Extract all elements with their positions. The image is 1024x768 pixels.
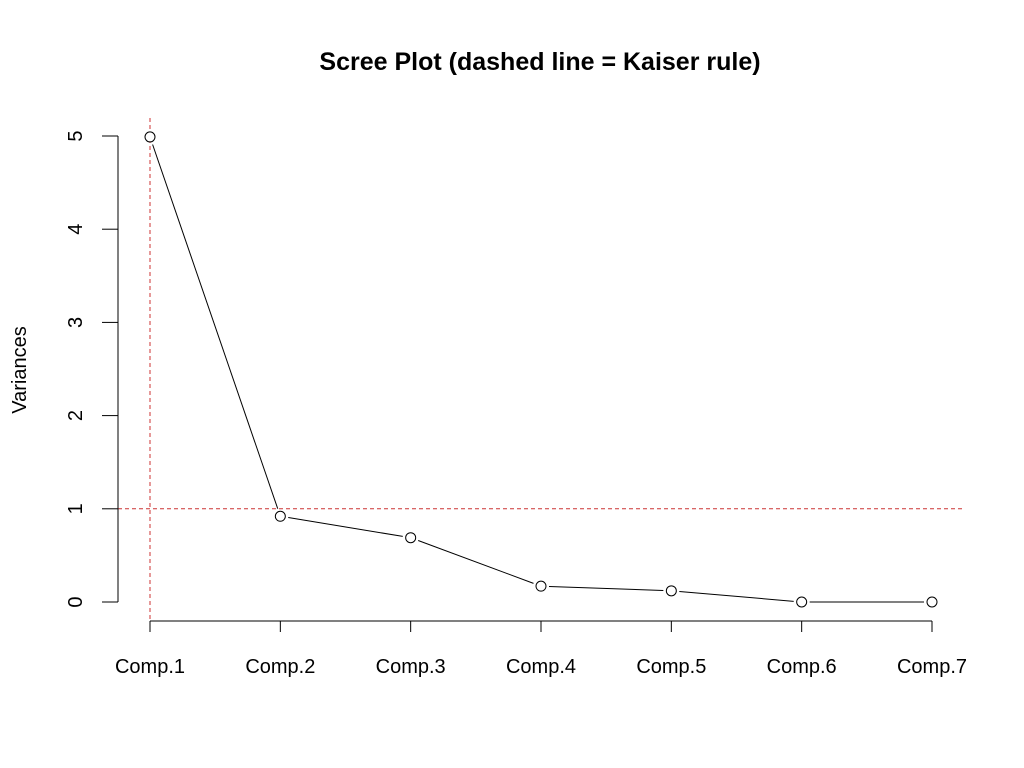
y-tick-label: 0 [65, 596, 87, 607]
variance-series [144, 131, 938, 608]
reference-lines [118, 118, 964, 621]
data-point [274, 510, 286, 522]
y-tick-label: 3 [65, 317, 87, 328]
y-axis: 0 1 2 3 4 5 [65, 130, 119, 608]
series-line-segment [152, 144, 279, 509]
y-tick-label: 4 [65, 224, 87, 235]
x-axis: Comp.1 Comp.2 Comp.3 Comp.4 Comp.5 Comp.6 Comp… [115, 620, 967, 678]
x-tick-label: Comp.1 [115, 656, 185, 678]
y-tick-label: 2 [65, 410, 87, 421]
data-point [796, 596, 808, 608]
data-point [535, 580, 547, 592]
y-tick-label: 1 [65, 503, 87, 514]
data-point [665, 585, 677, 597]
x-tick-label: Comp.4 [506, 656, 576, 678]
x-tick-label: Comp.6 [767, 656, 837, 678]
x-tick-label: Comp.7 [897, 656, 967, 678]
data-point [405, 532, 417, 544]
series-line-segment [288, 517, 403, 537]
x-tick-label: Comp.2 [245, 656, 315, 678]
series-line-segment [548, 585, 664, 592]
chart-title: Scree Plot (dashed line = Kaiser rule) [319, 48, 760, 76]
series-line-segment [679, 591, 794, 602]
series-line-segment [417, 540, 534, 584]
y-axis-label: Variances [9, 326, 31, 413]
y-tick-label: 5 [65, 130, 87, 141]
data-point [144, 131, 156, 143]
x-tick-label: Comp.5 [636, 656, 706, 678]
x-tick-label: Comp.3 [376, 656, 446, 678]
data-point [926, 596, 938, 608]
